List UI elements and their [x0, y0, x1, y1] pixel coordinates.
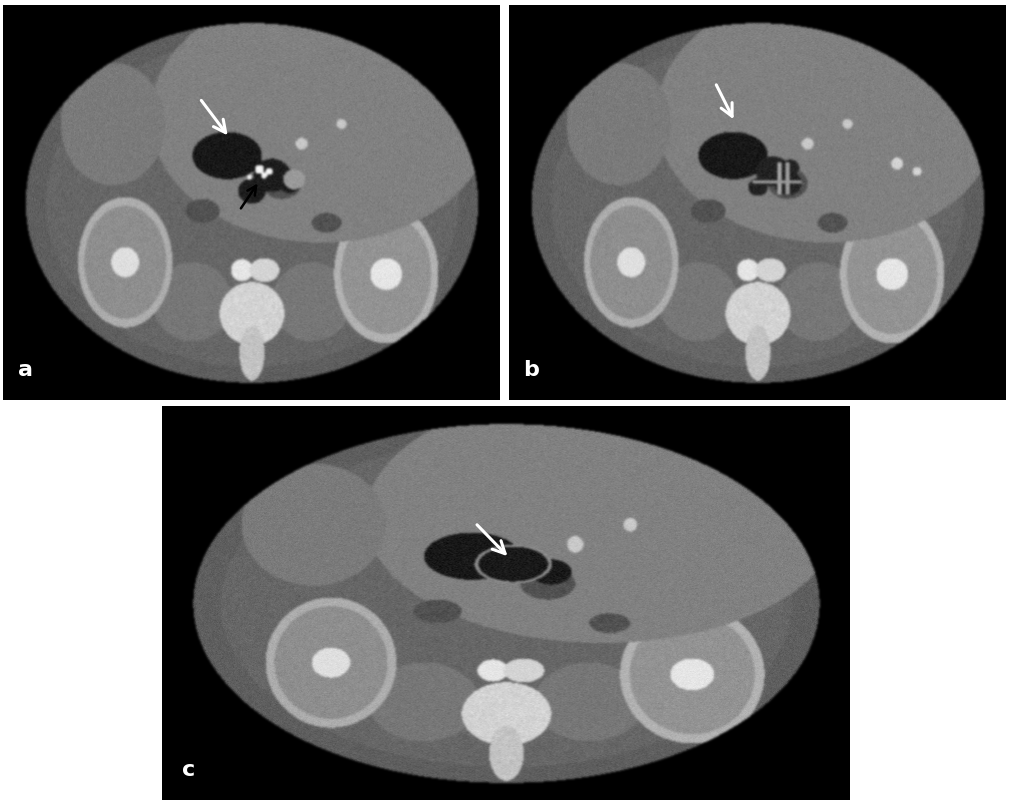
Text: b: b: [524, 360, 539, 380]
Text: c: c: [182, 760, 196, 780]
Text: a: a: [18, 360, 33, 380]
